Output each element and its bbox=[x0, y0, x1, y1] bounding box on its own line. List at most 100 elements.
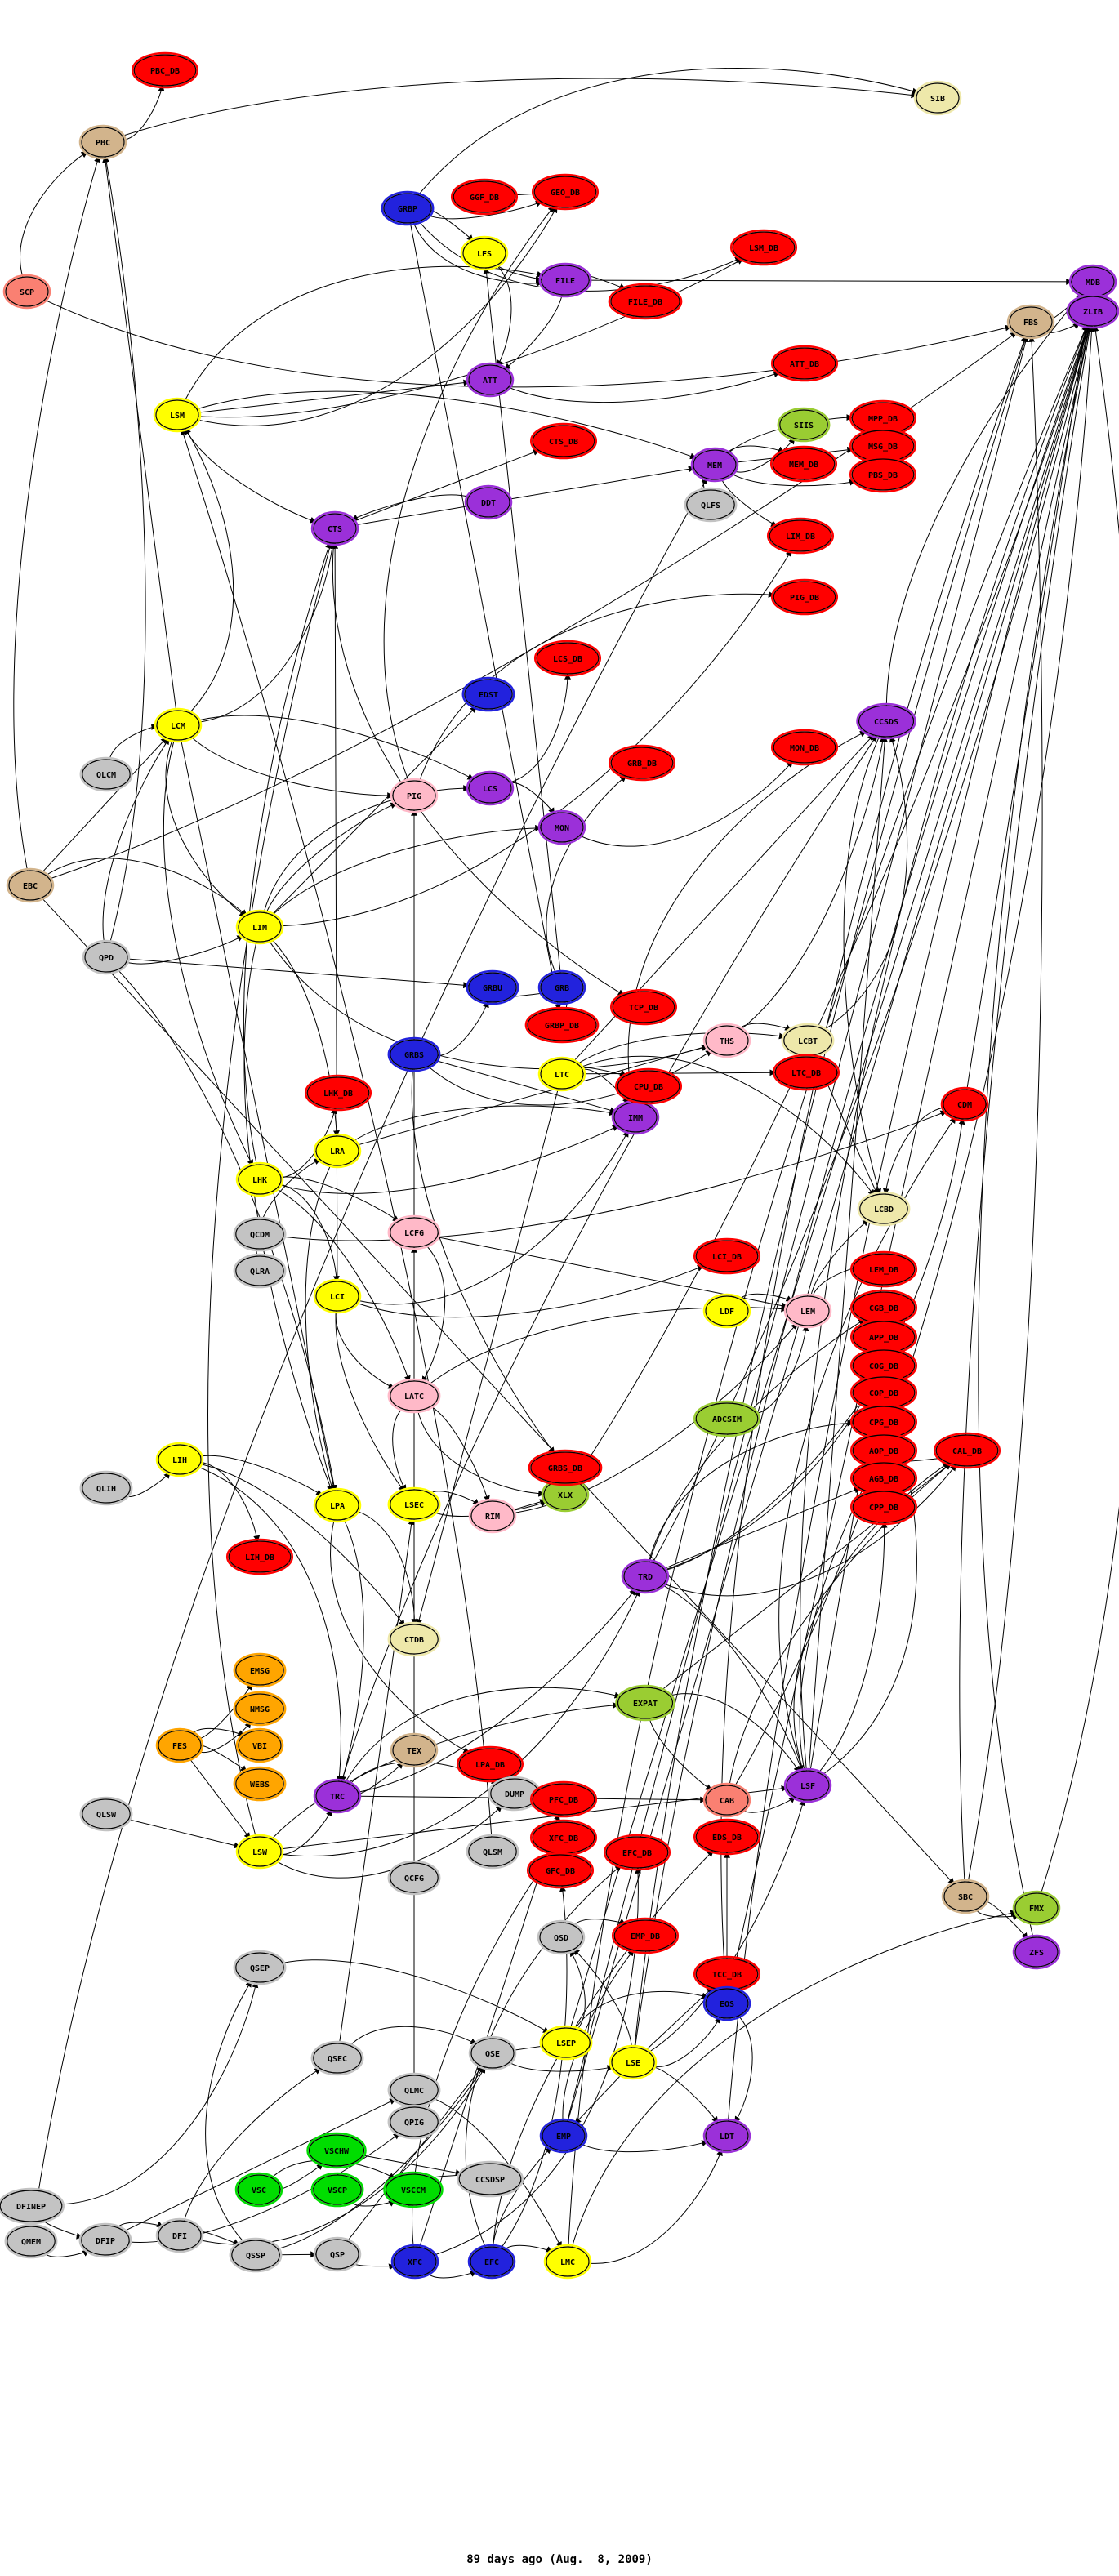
graph-node-GEO_DB[interactable]: GEO_DB bbox=[531, 173, 600, 211]
node-ellipse-EDST[interactable] bbox=[464, 679, 513, 710]
graph-node-PBS_DB[interactable]: PBS_DB bbox=[849, 456, 917, 493]
graph-node-LCBD[interactable]: LCBD bbox=[857, 1191, 911, 1227]
graph-node-SBC[interactable]: SBC bbox=[941, 1879, 990, 1914]
node-ellipse-FES[interactable] bbox=[158, 1730, 202, 1761]
graph-node-XFC_DB[interactable]: XFC_DB bbox=[529, 1819, 598, 1856]
graph-node-VSC[interactable]: VSC bbox=[234, 2172, 283, 2208]
graph-node-LSM_DB[interactable]: LSM_DB bbox=[729, 229, 798, 266]
graph-node-ZFS[interactable]: ZFS bbox=[1012, 1934, 1061, 1970]
graph-node-QLSW[interactable]: QLSW bbox=[79, 1796, 133, 1832]
graph-node-LRA[interactable]: LRA bbox=[313, 1133, 362, 1169]
node-ellipse-LSE[interactable] bbox=[611, 2047, 655, 2078]
node-ellipse-LEM[interactable] bbox=[786, 1295, 830, 1326]
graph-node-EMSG[interactable]: EMSG bbox=[233, 1652, 287, 1688]
node-ellipse-QPD[interactable] bbox=[84, 942, 128, 973]
graph-node-WEBS[interactable]: WEBS bbox=[233, 1766, 287, 1802]
node-ellipse-XFC[interactable] bbox=[393, 2246, 437, 2277]
node-ellipse-LFS[interactable] bbox=[462, 238, 506, 269]
graph-node-ATT_DB[interactable]: ATT_DB bbox=[770, 345, 839, 382]
graph-node-CPP_DB[interactable]: CPP_DB bbox=[849, 1488, 918, 1526]
node-ellipse-GRBS[interactable] bbox=[390, 1039, 439, 1070]
node-ellipse-CCSDS[interactable] bbox=[858, 705, 915, 738]
node-ellipse-QSD[interactable] bbox=[539, 1922, 583, 1953]
graph-node-TRD[interactable]: TRD bbox=[621, 1558, 670, 1594]
graph-node-LEM[interactable]: LEM bbox=[783, 1293, 832, 1329]
graph-node-LIM[interactable]: LIM bbox=[235, 909, 284, 945]
graph-node-XFC[interactable]: XFC bbox=[390, 2244, 439, 2280]
node-ellipse-COG_DB[interactable] bbox=[852, 1349, 916, 1382]
node-ellipse-CDM[interactable] bbox=[943, 1089, 987, 1120]
node-ellipse-GRB_DB[interactable] bbox=[610, 747, 674, 779]
graph-node-GRBS[interactable]: GRBS bbox=[387, 1036, 441, 1072]
node-ellipse-LDT[interactable] bbox=[705, 2120, 749, 2151]
node-ellipse-LTC_DB[interactable] bbox=[774, 1056, 838, 1089]
node-ellipse-FBS[interactable] bbox=[1009, 306, 1053, 337]
node-ellipse-GRBS_DB[interactable] bbox=[530, 1451, 600, 1484]
node-ellipse-LSEC[interactable] bbox=[390, 1489, 439, 1520]
graph-node-QSE[interactable]: QSE bbox=[468, 2035, 517, 2071]
graph-node-LSEC[interactable]: LSEC bbox=[387, 1486, 441, 1522]
graph-node-QMEM[interactable]: QMEM bbox=[4, 2223, 58, 2259]
graph-node-SIIS[interactable]: SIIS bbox=[777, 407, 831, 443]
node-ellipse-CPP_DB[interactable] bbox=[852, 1491, 916, 1523]
graph-node-LDF[interactable]: LDF bbox=[702, 1293, 751, 1329]
graph-node-QSEP[interactable]: QSEP bbox=[233, 1950, 287, 1985]
graph-node-LSEP[interactable]: LSEP bbox=[539, 2025, 593, 2061]
graph-node-EBC[interactable]: EBC bbox=[6, 867, 55, 903]
graph-node-VSCP[interactable]: VSCP bbox=[310, 2172, 364, 2208]
graph-node-GFC_DB[interactable]: GFC_DB bbox=[526, 1852, 595, 1889]
node-ellipse-THS[interactable] bbox=[705, 1025, 749, 1056]
node-ellipse-DFIP[interactable] bbox=[81, 2225, 130, 2256]
graph-node-MON_DB[interactable]: MON_DB bbox=[770, 729, 839, 766]
node-ellipse-CCSDSP[interactable] bbox=[458, 2163, 522, 2195]
graph-node-LCI[interactable]: LCI bbox=[313, 1278, 362, 1314]
graph-node-QPIG[interactable]: QPIG bbox=[387, 2104, 441, 2140]
graph-node-FILE_DB[interactable]: FILE_DB bbox=[608, 283, 683, 320]
graph-node-EOS[interactable]: EOS bbox=[702, 1985, 751, 2021]
node-ellipse-CAL_DB[interactable] bbox=[935, 1434, 999, 1467]
node-ellipse-LATC[interactable] bbox=[390, 1380, 439, 1411]
node-ellipse-CTDB[interactable] bbox=[390, 1624, 439, 1655]
graph-node-LSM[interactable]: LSM bbox=[153, 397, 202, 433]
graph-node-LATC[interactable]: LATC bbox=[387, 1378, 441, 1414]
node-ellipse-QMEM[interactable] bbox=[7, 2226, 56, 2257]
graph-node-ZLIB[interactable]: ZLIB bbox=[1066, 293, 1119, 329]
node-ellipse-QLSM[interactable] bbox=[468, 1836, 517, 1867]
graph-node-CAL_DB[interactable]: CAL_DB bbox=[933, 1432, 1001, 1469]
graph-node-FILE[interactable]: FILE bbox=[538, 262, 592, 298]
graph-node-QSP[interactable]: QSP bbox=[313, 2236, 362, 2272]
node-ellipse-GGF_DB[interactable] bbox=[453, 180, 516, 213]
graph-node-SCP[interactable]: SCP bbox=[2, 274, 51, 310]
node-ellipse-MON_DB[interactable] bbox=[773, 731, 836, 764]
graph-node-QLMC[interactable]: QLMC bbox=[387, 2072, 441, 2108]
node-ellipse-CTS[interactable] bbox=[313, 513, 357, 544]
graph-node-EDST[interactable]: EDST bbox=[461, 676, 515, 712]
node-ellipse-MEM_DB[interactable] bbox=[772, 448, 836, 480]
node-ellipse-EDS_DB[interactable] bbox=[695, 1821, 759, 1853]
graph-node-QCFG[interactable]: QCFG bbox=[387, 1860, 441, 1896]
node-ellipse-VSC[interactable] bbox=[237, 2174, 281, 2205]
graph-node-CPU_DB[interactable]: CPU_DB bbox=[614, 1067, 683, 1105]
node-ellipse-FILE_DB[interactable] bbox=[610, 285, 680, 318]
graph-node-GRBP_DB[interactable]: GRBP_DB bbox=[524, 1006, 600, 1044]
node-ellipse-GRBU[interactable] bbox=[468, 972, 517, 1003]
graph-node-LHK[interactable]: LHK bbox=[235, 1161, 284, 1197]
node-ellipse-QSEP[interactable] bbox=[235, 1952, 284, 1983]
node-ellipse-LCI_DB[interactable] bbox=[695, 1240, 759, 1272]
node-ellipse-VSCCM[interactable] bbox=[385, 2173, 442, 2206]
graph-node-CCSDS[interactable]: CCSDS bbox=[856, 702, 916, 740]
node-ellipse-GFC_DB[interactable] bbox=[528, 1854, 592, 1887]
node-ellipse-LCBD[interactable] bbox=[859, 1193, 908, 1224]
node-ellipse-EXPAT[interactable] bbox=[617, 1687, 674, 1719]
node-ellipse-QCFG[interactable] bbox=[390, 1862, 439, 1893]
graph-node-DFIP[interactable]: DFIP bbox=[78, 2222, 132, 2258]
node-ellipse-ZFS[interactable] bbox=[1014, 1936, 1059, 1968]
graph-node-PIG[interactable]: PIG bbox=[390, 778, 439, 813]
node-ellipse-LCI[interactable] bbox=[315, 1281, 359, 1312]
node-ellipse-DFINEP[interactable] bbox=[0, 2190, 63, 2222]
graph-node-DDT[interactable]: DDT bbox=[464, 484, 513, 520]
node-ellipse-LMC[interactable] bbox=[546, 2246, 590, 2277]
graph-node-ATT[interactable]: ATT bbox=[466, 362, 515, 398]
node-ellipse-DFI[interactable] bbox=[158, 2220, 202, 2251]
graph-node-LIM_DB[interactable]: LIM_DB bbox=[766, 517, 835, 555]
